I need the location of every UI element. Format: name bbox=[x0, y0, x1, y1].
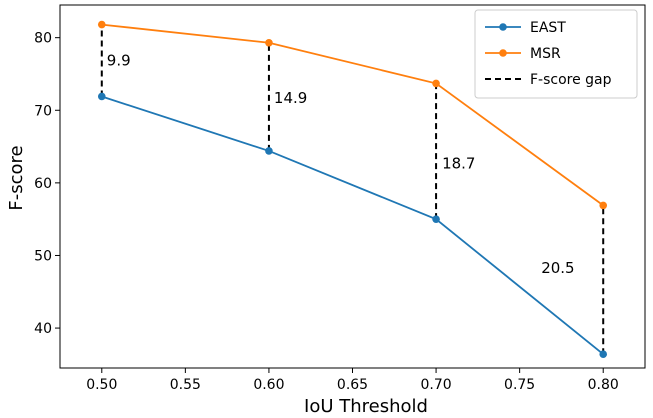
x-tick-label: 0.75 bbox=[504, 377, 535, 393]
series-msr bbox=[97, 20, 608, 210]
x-tick-label: 0.80 bbox=[588, 377, 619, 393]
x-axis-label: IoU Threshold bbox=[304, 396, 428, 417]
data-point bbox=[97, 92, 106, 101]
gap-labels: 9.9 14.9 18.7 20.5 bbox=[107, 51, 575, 277]
data-point bbox=[265, 38, 273, 47]
gap-label: 9.9 bbox=[107, 51, 131, 69]
series-line bbox=[101, 95, 604, 355]
y-tick-label: 70 bbox=[34, 103, 52, 119]
x-tick-label: 0.70 bbox=[420, 377, 451, 393]
data-point bbox=[432, 79, 440, 88]
legend-label: EAST bbox=[530, 20, 566, 36]
x-tick-label: 0.55 bbox=[170, 377, 201, 393]
series-lines bbox=[97, 20, 608, 359]
legend-marker bbox=[499, 23, 507, 31]
x-tick-label: 0.50 bbox=[86, 377, 117, 393]
gap-lines bbox=[100, 24, 605, 355]
y-axis: 40 50 60 70 80 bbox=[34, 31, 60, 337]
series-line bbox=[101, 23, 604, 207]
y-tick-label: 50 bbox=[34, 248, 52, 264]
legend: EAST MSR F-score gap bbox=[474, 9, 638, 99]
legend-box bbox=[474, 9, 638, 99]
data-point bbox=[265, 147, 273, 155]
data-point bbox=[432, 215, 440, 223]
x-tick-label: 0.65 bbox=[337, 377, 368, 393]
x-tick-label: 0.60 bbox=[253, 377, 284, 393]
legend-label: MSR bbox=[530, 46, 561, 62]
legend-label: F-score gap bbox=[530, 72, 612, 88]
y-tick-label: 60 bbox=[34, 176, 52, 192]
y-tick-label: 80 bbox=[34, 31, 52, 47]
gap-label: 14.9 bbox=[274, 89, 307, 107]
legend-marker bbox=[499, 49, 507, 57]
gap-label: 20.5 bbox=[541, 259, 574, 277]
gap-label: 18.7 bbox=[442, 154, 475, 172]
series-east bbox=[97, 92, 608, 359]
x-axis: 0.50 0.55 0.60 0.65 0.70 0.75 0.80 bbox=[86, 368, 619, 393]
y-tick-label: 40 bbox=[34, 321, 52, 337]
y-axis-label: F-score bbox=[6, 145, 27, 210]
data-point bbox=[599, 350, 608, 359]
data-point bbox=[97, 20, 106, 29]
data-point bbox=[599, 201, 608, 210]
